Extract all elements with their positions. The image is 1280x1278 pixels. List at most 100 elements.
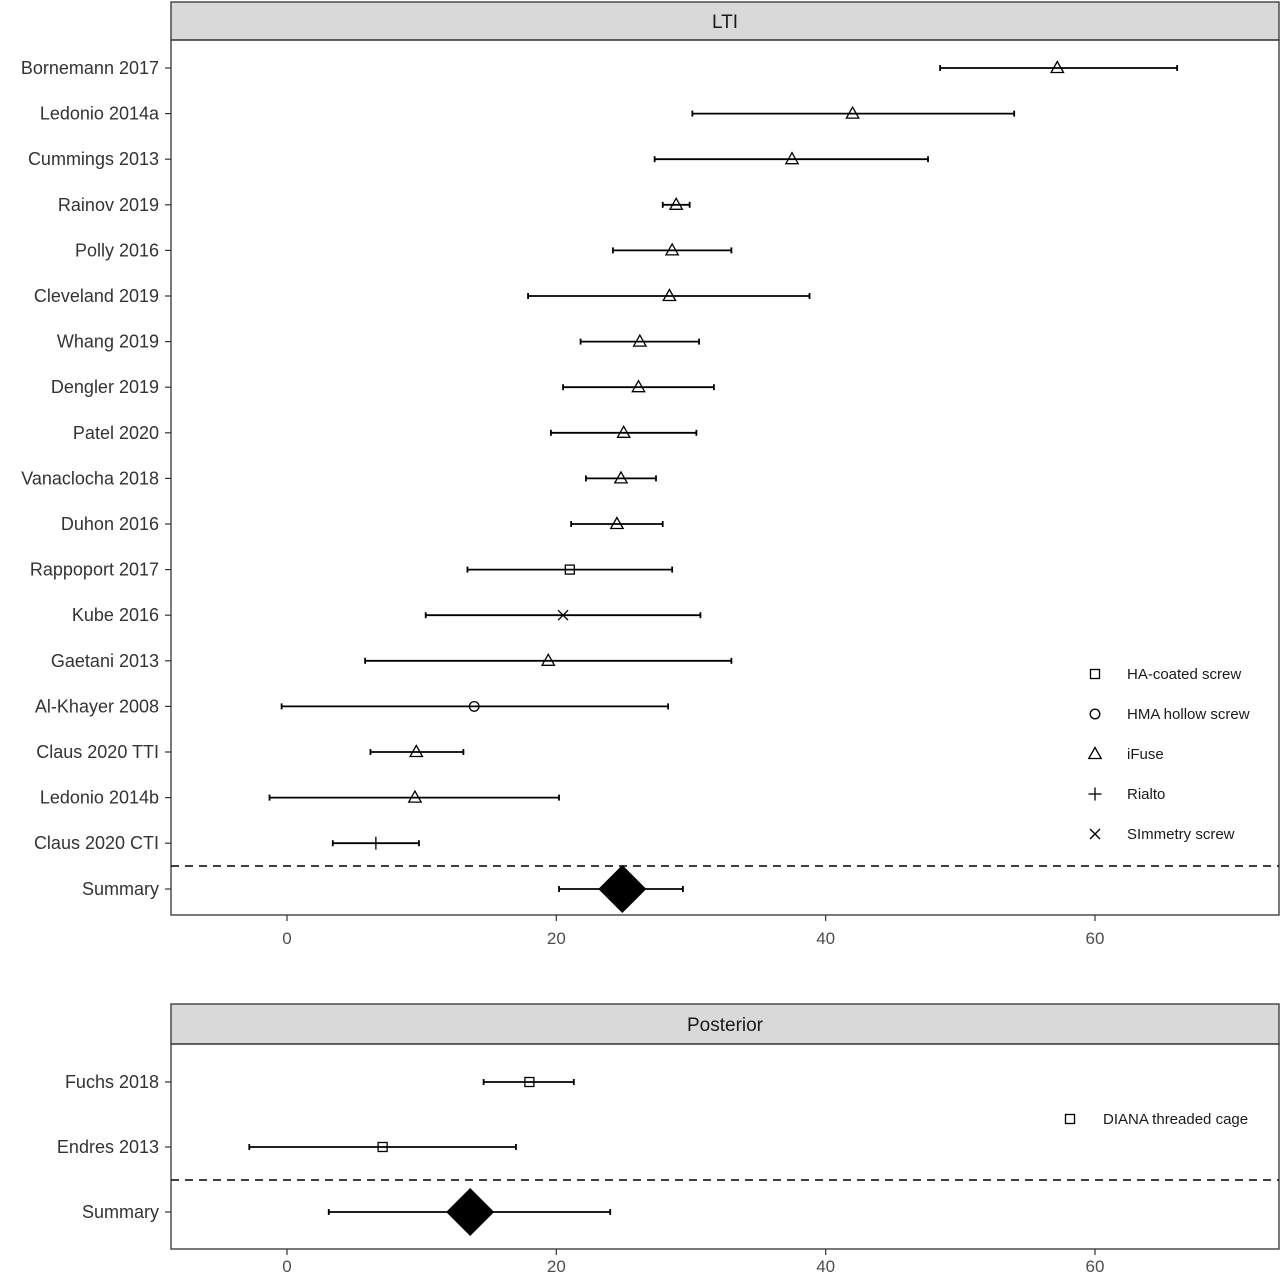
legend-item: DIANA threaded cage [1064,1111,1248,1128]
study-label: Rappoport 2017 [30,560,159,580]
study-row: Gaetani 2013 [51,651,733,671]
point-estimate [664,242,680,256]
x-tick-label: 20 [547,1257,566,1276]
summary-label: Summary [82,1202,159,1222]
plot-border [170,39,1280,916]
x-tick-label: 20 [547,929,566,948]
point-estimate [408,744,424,758]
study-label: Endres 2013 [57,1137,159,1157]
x-tick-label: 0 [282,929,291,948]
point-estimate [557,609,569,621]
study-row: Ledonio 2014a [40,104,1016,124]
panel-strip-label: Posterior [687,1015,764,1036]
study-label: Claus 2020 TTI [36,742,159,762]
point-estimate [468,700,480,712]
study-row: Dengler 2019 [51,377,715,397]
legend-key [1088,787,1102,801]
study-label: Ledonio 2014b [40,788,159,808]
study-label: Cummings 2013 [28,149,159,169]
study-label: Claus 2020 CTI [34,833,159,853]
study-row: Ledonio 2014b [40,788,560,808]
study-row: Vanaclocha 2018 [21,468,657,488]
panel-strip [170,1003,1280,1045]
legend: DIANA threaded cage [1064,1111,1248,1128]
point-estimate [1049,60,1065,74]
point-estimate [632,333,648,347]
point-estimate [845,105,860,119]
x-tick-label: 60 [1086,929,1105,948]
study-row: Rainov 2019 [58,195,691,215]
legend: HA-coated screw HMA hollow screw iFuse Rial… [1087,666,1250,843]
legend-key [1089,828,1101,840]
legend-label: SImmetry screw [1127,826,1235,843]
legend-item: HA-coated screw [1089,666,1241,683]
point-estimate [564,564,575,575]
study-label: Polly 2016 [75,240,159,260]
study-row: Cleveland 2019 [34,286,811,306]
legend-item: iFuse [1087,746,1164,763]
x-tick-label: 40 [816,929,835,948]
x-tick-label: 0 [282,1257,291,1276]
study-row: Patel 2020 [73,423,698,443]
point-estimate [662,288,677,302]
study-row: Al-Khayer 2008 [35,696,670,716]
point-estimate [540,652,556,666]
study-label: Kube 2016 [72,605,159,625]
legend-label: HA-coated screw [1127,666,1241,683]
study-row: Claus 2020 CTI [34,833,420,853]
summary-label: Summary [82,879,159,899]
study-row: Cummings 2013 [28,149,929,169]
legend-key [1089,708,1101,720]
point-estimate [616,424,631,438]
point-estimate [524,1076,535,1088]
study-label: Cleveland 2019 [34,286,159,306]
legend-item: Rialto [1088,786,1165,803]
point-estimate [407,789,423,803]
study-row: Endres 2013 [57,1137,517,1157]
legend-label: Rialto [1127,786,1165,803]
summary-row: Summary [82,865,684,913]
panel-lti: LTI 0 20 40 60 Bornemann 2017 Ledonio 2014a Cum… [21,1,1280,948]
study-label: Fuchs 2018 [65,1072,159,1092]
summary-row: Summary [82,1188,612,1236]
study-row: Rappoport 2017 [30,560,674,580]
summary-diamond [598,865,647,913]
study-row: Duhon 2016 [61,514,664,534]
study-row: Polly 2016 [75,240,733,260]
legend-key [1064,1113,1076,1125]
study-label: Bornemann 2017 [21,58,159,78]
study-label: Ledonio 2014a [40,104,160,124]
study-label: Duhon 2016 [61,514,159,534]
x-tick-label: 60 [1086,1257,1105,1276]
legend-item: SImmetry screw [1089,826,1235,843]
point-estimate [613,470,629,484]
legend-label: DIANA threaded cage [1103,1111,1248,1128]
legend-label: HMA hollow screw [1127,706,1250,723]
point-estimate [631,379,646,393]
study-row: Claus 2020 TTI [36,742,465,762]
study-label: Vanaclocha 2018 [21,468,159,488]
x-tick-label: 40 [816,1257,835,1276]
study-label: Al-Khayer 2008 [35,696,159,716]
study-label: Gaetani 2013 [51,651,159,671]
study-label: Patel 2020 [73,423,159,443]
panel-strip [170,1,1280,41]
panel-posterior: Posterior 0 20 40 60 Fuchs 2018 Endres 2013 Sum… [57,1003,1280,1276]
study-row: Bornemann 2017 [21,58,1179,78]
legend-label: iFuse [1127,746,1164,763]
study-row: Kube 2016 [72,605,702,625]
legend-key [1087,746,1103,760]
summary-diamond [446,1188,495,1236]
study-label: Whang 2019 [57,332,159,352]
study-label: Dengler 2019 [51,377,159,397]
panel-strip-label: LTI [712,12,738,33]
study-row: Whang 2019 [57,332,700,352]
study-label: Rainov 2019 [58,195,159,215]
point-estimate [668,196,684,210]
point-estimate [609,516,625,530]
legend-key [1089,668,1101,680]
point-estimate [369,836,383,850]
point-estimate [377,1141,388,1153]
point-estimate [784,151,800,165]
